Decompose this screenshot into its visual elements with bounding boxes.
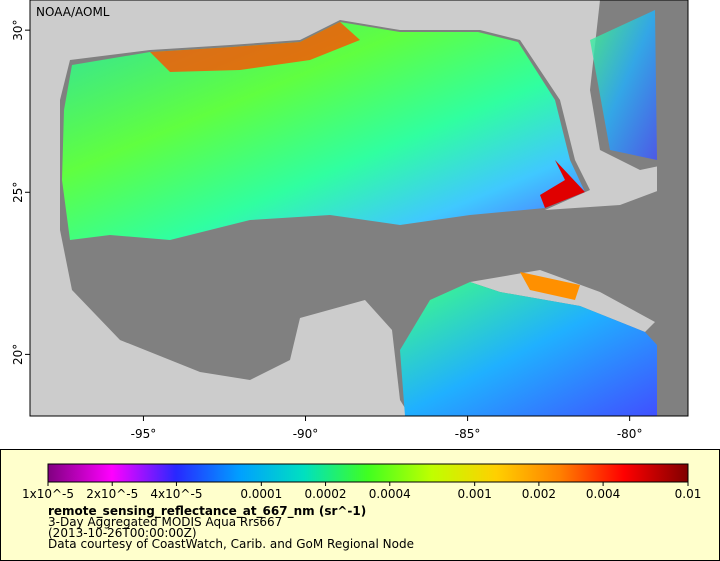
- colorbar-tick-label: 0.001: [457, 487, 491, 501]
- no-data-strip: [657, 0, 688, 416]
- caption-line: 3-Day Aggregated MODIS Aqua Rrs667: [48, 515, 282, 529]
- colorbar-tick-label: 4x10^-5: [150, 487, 202, 501]
- colorbar-tick-label: 0.0004: [369, 487, 411, 501]
- map-frame: [29, 0, 689, 417]
- reflectance-atlantic: [590, 10, 657, 160]
- colorbar-tick-label: 0.004: [586, 487, 620, 501]
- reflectance-coast-high: [520, 272, 580, 300]
- reflectance-gulf: [62, 22, 585, 240]
- colorbar-tick-label: 0.0002: [305, 487, 347, 501]
- reflectance-coast-high: [150, 22, 360, 72]
- y-tick-label: 25°: [11, 182, 25, 203]
- caption-line: Data courtesy of CoastWatch, Carib. and …: [48, 537, 414, 551]
- colorbar: [47, 463, 689, 483]
- x-tick-label: -80°: [617, 427, 643, 441]
- colorbar-tick-label: 0.01: [675, 487, 702, 501]
- y-tick-label: 20°: [11, 344, 25, 365]
- colorbar-tick-label: 1x10^-5: [22, 487, 74, 501]
- axes: -95° -90° -85° -80° 20° 25° 30°: [11, 20, 642, 441]
- reflectance-coast-high: [540, 160, 585, 208]
- map-title: NOAA/AOML: [36, 5, 110, 19]
- x-tick-label: -95°: [131, 427, 157, 441]
- map-area: [30, 0, 688, 416]
- cuba: [470, 270, 655, 332]
- y-tick-label: 30°: [11, 20, 25, 41]
- colorbar-tick-label: 0.002: [522, 487, 556, 501]
- x-tick-label: -90°: [293, 427, 319, 441]
- colorbar-ticks: 1x10^-5 2x10^-5 4x10^-5 0.0001 0.0002 0.0004 0…: [22, 482, 701, 501]
- reflectance-caribbean: [400, 282, 657, 416]
- colorbar-tick-label: 0.0001: [240, 487, 282, 501]
- x-tick-label: -85°: [455, 427, 481, 441]
- caption-line: (2013-10-26T00:00:00Z): [48, 526, 197, 540]
- variable-name: remote_sensing_reflectance_at_667_nm (sr…: [48, 504, 366, 519]
- colorbar-tick-label: 2x10^-5: [86, 487, 138, 501]
